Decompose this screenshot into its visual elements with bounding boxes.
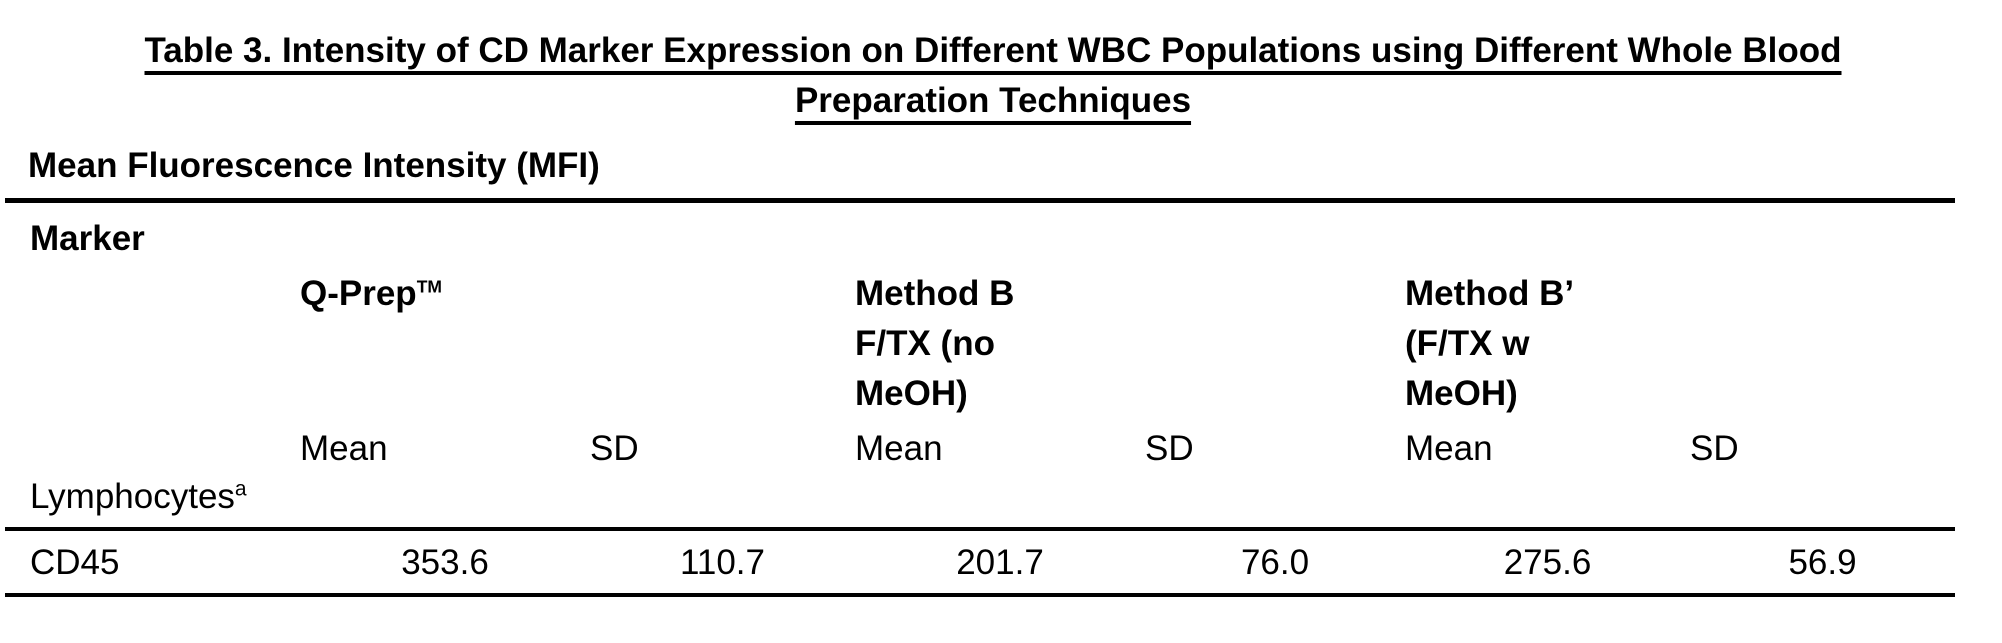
row-section-header: Lymphocytesa	[5, 469, 1956, 529]
stat-header-sd-1: SD	[590, 429, 639, 468]
table-title-line-1-text: Table 3. Intensity of CD Marker Expressi…	[144, 31, 1842, 70]
footnote-superscript: a	[234, 477, 247, 501]
group-header-method-b-prime: Method B’ (F/TX w MeOH)	[1405, 267, 1690, 419]
marker-cell: CD45	[30, 543, 120, 582]
spacer-cell	[5, 267, 300, 419]
group-header-method-b: Method B F/TX (no MeOH)	[855, 267, 1145, 419]
row-section-label-cell: Lymphocytesa	[5, 469, 1955, 529]
value-cell-method-b-mean: 201.7	[956, 543, 1044, 582]
spacer-cell	[5, 419, 300, 469]
stat-header-sd-2: SD	[1145, 429, 1194, 468]
value-cell-method-b-prime-mean: 275.6	[1503, 543, 1592, 582]
table-title-line-1: Table 3. Intensity of CD Marker Expressi…	[60, 26, 1926, 76]
table-title-line-2: Preparation Techniques	[60, 76, 1926, 126]
group-header-qprep-label: Q-Prep	[300, 274, 417, 313]
group-header-method-b-prime-line-3: MeOH)	[1405, 374, 1518, 413]
marker-header-row: Marker	[5, 201, 1955, 268]
value-cell-method-b-prime-sd: 56.9	[1788, 543, 1857, 582]
trademark-superscript: TM	[416, 276, 442, 297]
spacer-cell	[1145, 267, 1405, 419]
mfi-table: Marker Q-PrepTM Method B F/TX (no MeOH) …	[5, 198, 1956, 597]
stat-header-row: Mean SD Mean SD Mean SD	[5, 419, 1955, 469]
spacer-cell	[590, 267, 855, 419]
marker-header-cell: Marker	[30, 219, 145, 258]
value-cell-qprep-sd: 110.7	[680, 543, 765, 582]
spacer-cell	[1690, 267, 1955, 419]
group-header-qprep: Q-PrepTM	[300, 267, 590, 419]
stat-header-sd-3: SD	[1690, 429, 1739, 468]
stat-header-mean-3: Mean	[1405, 429, 1493, 468]
group-header-method-b-prime-line-1: Method B’	[1405, 274, 1575, 313]
table-title-line-2-text: Preparation Techniques	[794, 81, 1192, 120]
group-header-method-b-prime-line-2: (F/TX w	[1405, 324, 1530, 363]
value-cell-qprep-mean: 353.6	[401, 543, 489, 582]
group-header-method-b-line-1: Method B	[855, 274, 1015, 313]
table-row-cd45: CD45 353.6 110.7 201.7 76.0 275.6 56.9	[5, 529, 1956, 595]
group-header-method-b-line-2: F/TX (no	[855, 324, 995, 363]
method-group-header-row: Q-PrepTM Method B F/TX (no MeOH) Method …	[5, 267, 1955, 419]
stat-header-mean-2: Mean	[855, 429, 943, 468]
value-cell-method-b-sd: 76.0	[1240, 543, 1310, 582]
mfi-subtitle: Mean Fluorescence Intensity (MFI)	[28, 146, 600, 185]
stat-header-mean-1: Mean	[300, 429, 388, 468]
group-header-method-b-line-3: MeOH)	[855, 374, 968, 413]
row-section-label: Lymphocytes	[30, 477, 235, 516]
table-title: Table 3. Intensity of CD Marker Expressi…	[60, 26, 1926, 126]
